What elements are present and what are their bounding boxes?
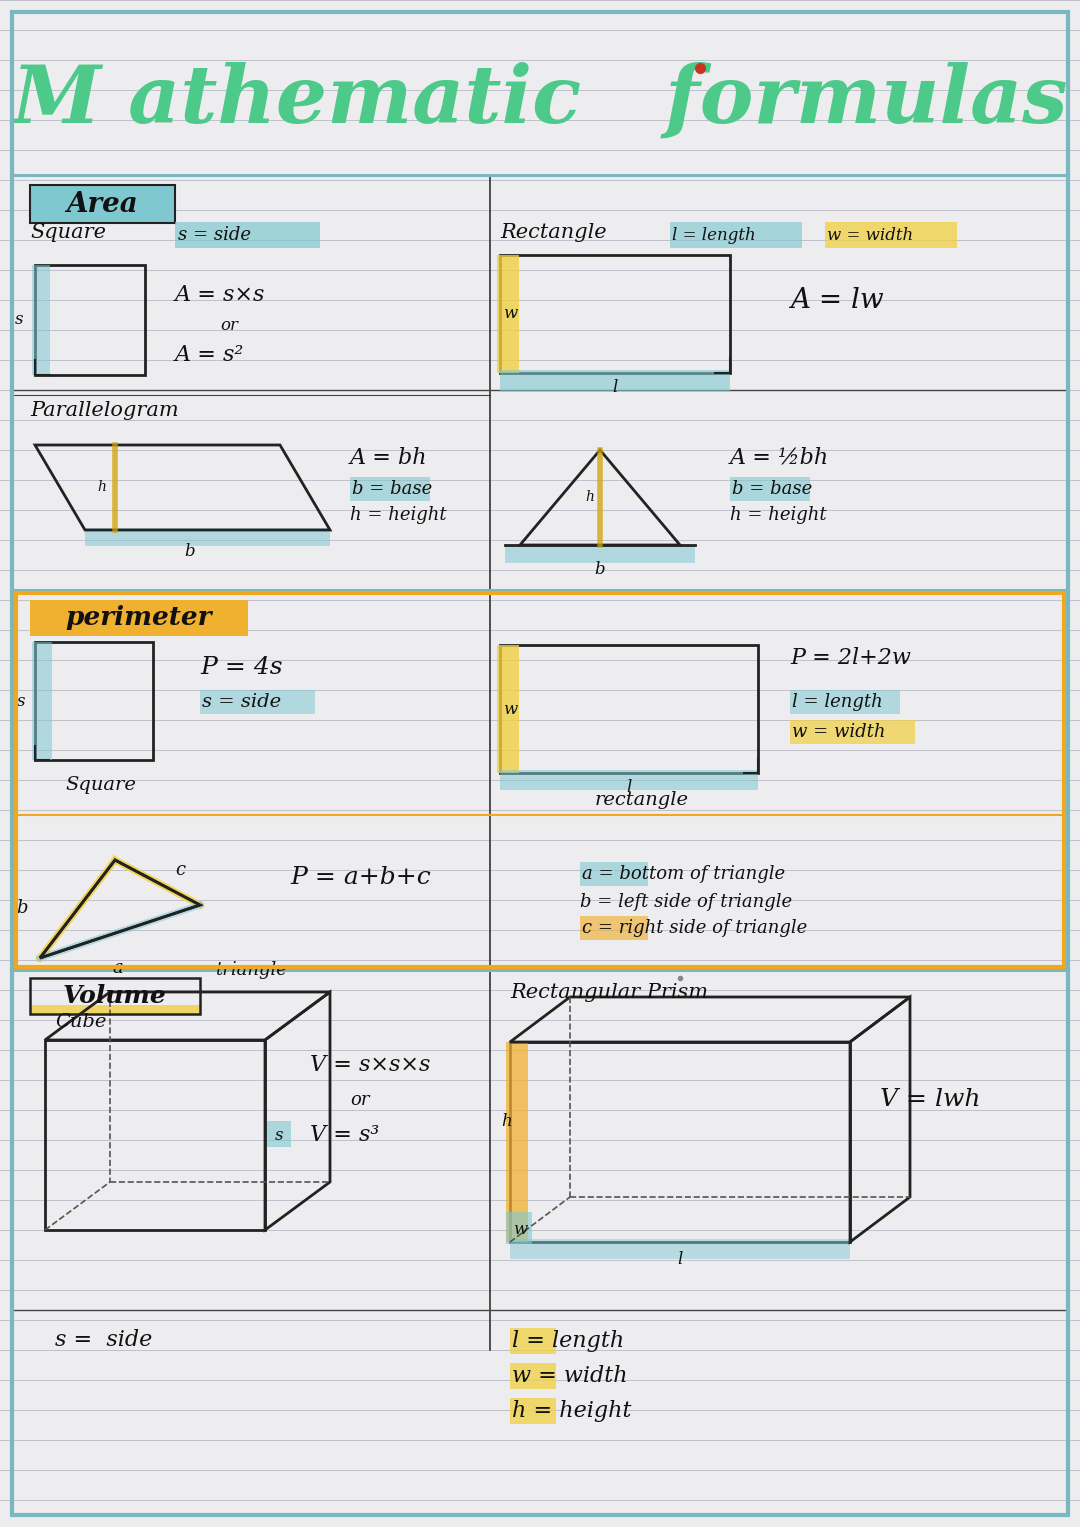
Bar xyxy=(500,644,758,773)
Text: V = s³: V = s³ xyxy=(310,1124,379,1145)
Bar xyxy=(45,1040,265,1231)
Bar xyxy=(510,1364,556,1390)
Text: b: b xyxy=(185,544,195,560)
Bar xyxy=(200,690,315,715)
Text: Volume: Volume xyxy=(63,983,167,1008)
Text: V = lwh: V = lwh xyxy=(880,1089,981,1112)
Bar xyxy=(510,1399,556,1425)
Bar xyxy=(30,977,200,1014)
Text: h = height: h = height xyxy=(350,505,447,524)
Bar xyxy=(789,690,900,715)
Text: Rectangle: Rectangle xyxy=(500,223,607,243)
Text: Parallelogram: Parallelogram xyxy=(30,400,178,420)
Text: P = 2l+2w: P = 2l+2w xyxy=(789,647,910,669)
Text: rectangle: rectangle xyxy=(595,791,689,809)
Text: l: l xyxy=(612,380,618,397)
Text: a: a xyxy=(112,959,123,977)
Text: Rectangular Prism: Rectangular Prism xyxy=(510,983,708,1003)
Text: Area: Area xyxy=(66,191,138,217)
Text: l = length: l = length xyxy=(672,226,756,243)
Bar xyxy=(175,221,320,247)
Bar xyxy=(510,1041,850,1241)
Bar xyxy=(507,1041,528,1241)
Bar xyxy=(30,600,248,637)
Text: w: w xyxy=(513,1222,527,1238)
Text: l = length: l = length xyxy=(512,1330,624,1351)
Text: triangle: triangle xyxy=(215,960,287,979)
Bar xyxy=(507,1212,532,1245)
Bar xyxy=(670,221,802,247)
Text: h: h xyxy=(501,1113,512,1130)
Text: a = bottom of triangle: a = bottom of triangle xyxy=(582,864,785,883)
Bar xyxy=(30,185,175,223)
Text: b = base: b = base xyxy=(732,479,812,498)
Text: s: s xyxy=(274,1127,283,1144)
Bar xyxy=(85,528,330,547)
Bar xyxy=(35,266,145,376)
Text: w: w xyxy=(503,305,517,322)
Bar xyxy=(510,1328,556,1354)
Text: b: b xyxy=(16,899,28,918)
Text: A = lw: A = lw xyxy=(789,287,883,313)
Text: Cube: Cube xyxy=(55,1012,106,1031)
Text: Square: Square xyxy=(65,776,136,794)
Bar xyxy=(32,266,50,376)
Bar xyxy=(497,644,519,773)
Bar xyxy=(580,916,648,941)
Bar xyxy=(16,592,1064,967)
Text: perimeter: perimeter xyxy=(66,606,213,631)
Text: b = left side of triangle: b = left side of triangle xyxy=(580,893,792,912)
Bar xyxy=(580,863,648,886)
Bar xyxy=(789,721,915,744)
Text: b: b xyxy=(595,562,605,579)
Bar xyxy=(500,255,730,373)
Text: or: or xyxy=(220,316,238,333)
Bar xyxy=(505,545,696,563)
Text: s = side: s = side xyxy=(178,226,251,244)
Bar xyxy=(510,1238,850,1258)
Bar xyxy=(350,476,430,501)
Text: s: s xyxy=(17,693,25,710)
Text: A = ½bh: A = ½bh xyxy=(730,447,829,469)
Text: w = width: w = width xyxy=(827,226,914,243)
Bar xyxy=(825,221,957,247)
Text: c = right side of triangle: c = right side of triangle xyxy=(582,919,807,938)
Text: V = s×s×s: V = s×s×s xyxy=(310,1054,430,1077)
Text: P = 4s: P = 4s xyxy=(200,657,283,680)
Text: A = bh: A = bh xyxy=(350,447,428,469)
Text: s =  side: s = side xyxy=(55,1328,152,1351)
Text: w = width: w = width xyxy=(512,1365,627,1387)
Text: h: h xyxy=(97,479,107,495)
Text: l = length: l = length xyxy=(792,693,882,712)
Text: w: w xyxy=(503,701,517,718)
Bar xyxy=(500,770,758,789)
Text: h = height: h = height xyxy=(730,505,826,524)
Text: Square: Square xyxy=(30,223,106,243)
Bar xyxy=(267,1121,291,1147)
Text: s: s xyxy=(15,312,24,328)
Bar xyxy=(30,1005,200,1012)
Bar xyxy=(500,370,730,392)
Bar xyxy=(32,641,52,760)
Text: M athematic   formulas: M athematic formulas xyxy=(12,61,1068,139)
Text: l: l xyxy=(677,1252,683,1269)
Text: A = s×s: A = s×s xyxy=(175,284,266,305)
Text: or: or xyxy=(350,1090,369,1109)
Bar xyxy=(35,641,153,760)
Text: l: l xyxy=(626,779,632,797)
Bar xyxy=(497,255,519,373)
Text: h: h xyxy=(585,490,594,504)
Text: P = a+b+c: P = a+b+c xyxy=(291,866,431,890)
Text: s = side: s = side xyxy=(202,693,281,712)
Text: w = width: w = width xyxy=(792,722,886,741)
Text: c: c xyxy=(175,861,185,880)
Text: h = height: h = height xyxy=(512,1400,632,1422)
Bar xyxy=(730,476,810,501)
Text: b = base: b = base xyxy=(352,479,432,498)
Text: A = s²: A = s² xyxy=(175,344,244,366)
